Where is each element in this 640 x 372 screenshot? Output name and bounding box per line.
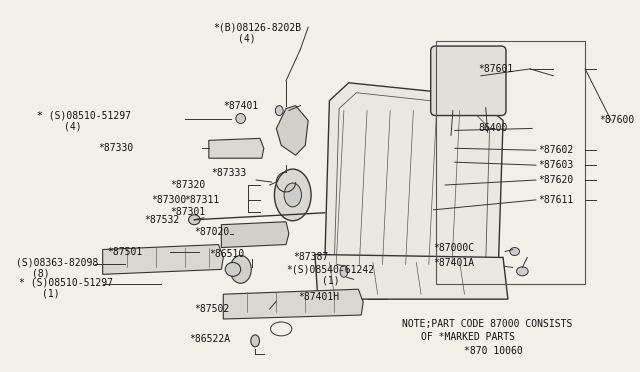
- Polygon shape: [209, 138, 264, 158]
- Ellipse shape: [225, 262, 241, 276]
- Polygon shape: [324, 83, 503, 284]
- Text: *87300: *87300: [151, 195, 186, 205]
- Text: (4): (4): [238, 33, 255, 43]
- Text: *86510: *86510: [209, 250, 244, 260]
- Text: *87532: *87532: [144, 215, 179, 225]
- Text: *87611: *87611: [538, 195, 573, 205]
- Text: *87401A: *87401A: [434, 259, 475, 269]
- Text: *86522A: *86522A: [189, 334, 230, 344]
- Text: *87401H: *87401H: [298, 292, 340, 302]
- Polygon shape: [223, 289, 363, 319]
- Text: *87602: *87602: [538, 145, 573, 155]
- Polygon shape: [276, 106, 308, 155]
- Ellipse shape: [251, 335, 259, 347]
- Polygon shape: [221, 222, 289, 247]
- Text: *87501: *87501: [108, 247, 143, 257]
- Text: *(S)08540-61242: *(S)08540-61242: [286, 264, 374, 275]
- Ellipse shape: [340, 265, 348, 277]
- Text: *87330: *87330: [98, 143, 133, 153]
- Ellipse shape: [510, 247, 520, 256]
- Text: *87320: *87320: [170, 180, 205, 190]
- Text: *87620: *87620: [538, 175, 573, 185]
- Bar: [436, 41, 585, 284]
- Text: *87387: *87387: [294, 253, 329, 263]
- Text: (8): (8): [32, 268, 50, 278]
- Text: *87333: *87333: [212, 168, 247, 178]
- Text: (1): (1): [322, 275, 339, 285]
- FancyBboxPatch shape: [431, 46, 506, 116]
- Text: 86400: 86400: [478, 124, 508, 134]
- Ellipse shape: [236, 113, 246, 124]
- Text: OF *MARKED PARTS: OF *MARKED PARTS: [421, 332, 515, 342]
- Text: *(B)08126-8202B: *(B)08126-8202B: [214, 22, 302, 32]
- Ellipse shape: [516, 267, 528, 276]
- Text: (S)08363-82098: (S)08363-82098: [16, 257, 98, 267]
- Text: *87020: *87020: [195, 227, 230, 237]
- Text: * (S)08510-51297: * (S)08510-51297: [37, 110, 131, 121]
- Ellipse shape: [284, 183, 301, 207]
- Text: *87000C: *87000C: [434, 243, 475, 253]
- Text: *87301: *87301: [170, 207, 205, 217]
- Polygon shape: [315, 254, 508, 299]
- Ellipse shape: [230, 256, 252, 283]
- Text: *87603: *87603: [538, 160, 573, 170]
- Polygon shape: [102, 244, 223, 274]
- Ellipse shape: [275, 169, 311, 221]
- Text: *87311: *87311: [185, 195, 220, 205]
- Text: (1): (1): [42, 288, 60, 298]
- Text: NOTE;PART CODE 87000 CONSISTS: NOTE;PART CODE 87000 CONSISTS: [402, 319, 572, 329]
- Ellipse shape: [189, 215, 200, 225]
- Text: *87601: *87601: [478, 64, 513, 74]
- Ellipse shape: [275, 106, 283, 116]
- Text: *87401: *87401: [223, 100, 259, 110]
- Text: *87600: *87600: [600, 115, 635, 125]
- Text: (4): (4): [64, 121, 82, 131]
- Text: *870 10060: *870 10060: [465, 346, 524, 356]
- Text: *87502: *87502: [195, 304, 230, 314]
- Text: * (S)08510-51297: * (S)08510-51297: [19, 277, 113, 287]
